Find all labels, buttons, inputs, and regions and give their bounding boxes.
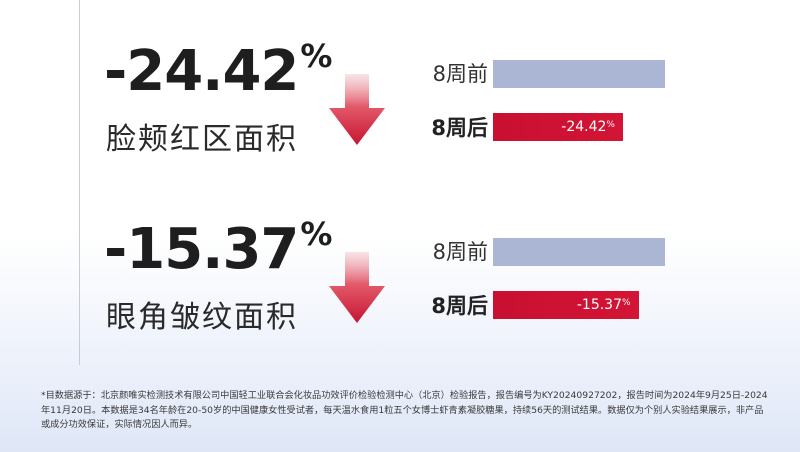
headline-number: -15.37 — [104, 217, 299, 282]
footnote: *目数据源于：北京颜唯实检测技术有限公司中国轻工业联合会化妆品功效评价检验检测中… — [41, 390, 768, 430]
metric-panel-eye: -15.37% 眼角皱纹面积 8周前 8周后 -15.37% — [0, 208, 800, 348]
metric-panel-cheek: -24.42% 脸颊红区面积 8周前 8周后 -24.42% — [0, 30, 800, 170]
headline-number: -24.42 — [104, 39, 299, 104]
percent-sign: % — [606, 120, 615, 130]
headline-value: -24.42% — [104, 40, 332, 100]
headline-unit: % — [300, 37, 332, 75]
divider-line — [79, 0, 80, 365]
bar-after: -15.37% — [493, 291, 639, 319]
bar-before — [493, 60, 665, 88]
bar-category-label: 8周后 — [431, 294, 488, 318]
down-arrow-icon — [329, 74, 385, 145]
bar-category-label: 8周后 — [431, 116, 488, 140]
metric-label: 眼角皱纹面积 — [106, 300, 298, 335]
percent-sign: % — [622, 298, 631, 308]
bar-before — [493, 238, 665, 266]
metric-label: 脸颊红区面积 — [106, 122, 298, 157]
bar-category-label: 8周前 — [432, 62, 488, 86]
bar-category-label: 8周前 — [432, 240, 488, 264]
headline-unit: % — [300, 215, 332, 253]
headline-value: -15.37% — [104, 218, 332, 278]
bar-after: -24.42% — [493, 113, 623, 141]
bar-value-label: -15.37% — [576, 297, 631, 313]
down-arrow-icon — [329, 252, 385, 323]
bar-value-label: -24.42% — [561, 119, 615, 135]
